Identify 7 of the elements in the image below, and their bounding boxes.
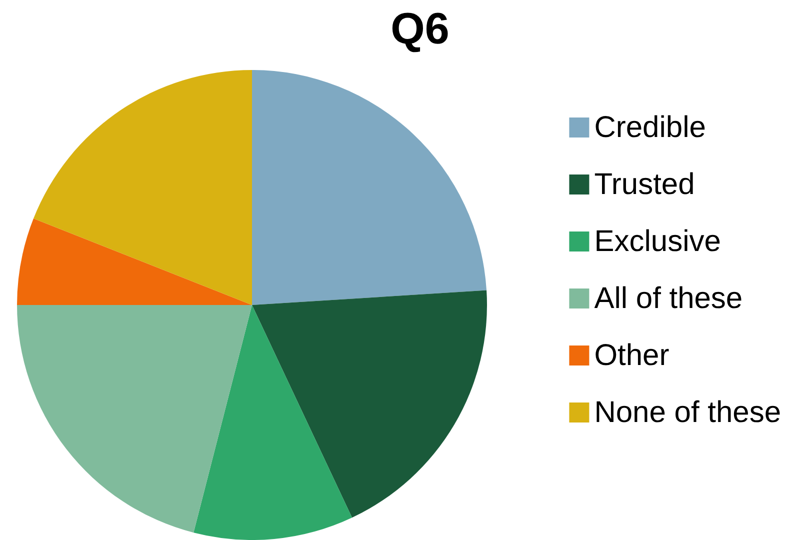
chart-title: Q6	[390, 4, 450, 54]
legend-label: None of these	[594, 396, 781, 429]
legend-label: Trusted	[594, 168, 695, 201]
legend-label: Credible	[594, 111, 706, 144]
legend-label: All of these	[594, 282, 743, 315]
legend-label: Exclusive	[594, 225, 721, 258]
legend-label: Other	[594, 339, 670, 372]
